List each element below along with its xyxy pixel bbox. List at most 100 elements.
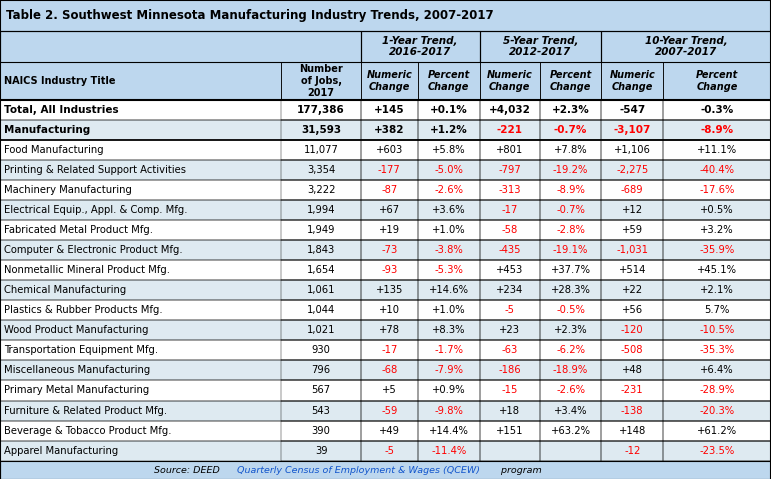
Bar — [601, 441, 663, 461]
Text: Apparel Manufacturing: Apparel Manufacturing — [4, 445, 118, 456]
Bar — [601, 200, 663, 220]
Text: Electrical Equip., Appl. & Comp. Mfg.: Electrical Equip., Appl. & Comp. Mfg. — [4, 205, 187, 215]
Bar — [663, 320, 771, 341]
Bar — [480, 62, 540, 100]
Text: -1.7%: -1.7% — [434, 345, 463, 355]
Bar — [663, 341, 771, 361]
Text: +2.3%: +2.3% — [554, 325, 588, 335]
Bar — [418, 300, 480, 320]
Text: Total, All Industries: Total, All Industries — [4, 105, 119, 115]
Bar — [281, 220, 361, 240]
Text: +45.1%: +45.1% — [697, 265, 737, 275]
Text: -797: -797 — [498, 165, 521, 175]
Bar — [601, 380, 663, 400]
Text: -40.4%: -40.4% — [699, 165, 735, 175]
Bar — [281, 341, 361, 361]
Bar — [281, 62, 361, 100]
Bar — [663, 140, 771, 160]
Bar — [0, 100, 771, 120]
Bar — [361, 120, 418, 140]
Bar — [0, 341, 771, 361]
Text: 5-Year Trend,
2012-2017: 5-Year Trend, 2012-2017 — [503, 36, 578, 57]
Bar — [0, 140, 771, 160]
Bar — [540, 240, 601, 260]
Bar — [663, 441, 771, 461]
Bar — [418, 320, 480, 341]
Text: -73: -73 — [381, 245, 398, 255]
Bar — [0, 120, 771, 140]
Text: +22: +22 — [621, 285, 643, 296]
Bar — [480, 140, 540, 160]
Bar — [418, 140, 480, 160]
Bar — [418, 200, 480, 220]
Bar — [361, 341, 418, 361]
Text: +2.3%: +2.3% — [552, 105, 589, 115]
Bar — [480, 421, 540, 441]
Bar — [361, 180, 418, 200]
Text: +12: +12 — [621, 205, 643, 215]
Bar — [0, 260, 771, 280]
Text: Wood Product Manufacturing: Wood Product Manufacturing — [4, 325, 148, 335]
Bar — [0, 280, 771, 300]
Text: +453: +453 — [496, 265, 524, 275]
Bar — [418, 240, 480, 260]
Text: -59: -59 — [381, 406, 398, 415]
Bar — [281, 441, 361, 461]
Bar — [540, 341, 601, 361]
Text: 930: 930 — [311, 345, 331, 355]
Bar — [540, 100, 601, 120]
Text: 1,044: 1,044 — [307, 306, 335, 315]
Bar — [281, 400, 361, 421]
Text: +148: +148 — [618, 425, 646, 435]
Bar — [540, 62, 601, 100]
Text: -9.8%: -9.8% — [434, 406, 463, 415]
Text: 39: 39 — [315, 445, 328, 456]
Bar — [361, 240, 418, 260]
Bar — [418, 380, 480, 400]
Bar — [0, 62, 771, 100]
Text: 796: 796 — [311, 365, 331, 376]
Bar — [480, 240, 540, 260]
Text: Chemical Manufacturing: Chemical Manufacturing — [4, 285, 126, 296]
Bar — [0, 180, 771, 200]
Bar — [601, 62, 663, 100]
Bar — [663, 300, 771, 320]
Text: +3.6%: +3.6% — [432, 205, 466, 215]
Text: 5.7%: 5.7% — [705, 306, 729, 315]
Bar — [361, 400, 418, 421]
Bar — [480, 260, 540, 280]
Text: -2,275: -2,275 — [616, 165, 648, 175]
Text: Numeric
Change: Numeric Change — [609, 70, 655, 92]
Bar — [281, 200, 361, 220]
Text: +0.9%: +0.9% — [432, 386, 466, 396]
Text: -1,031: -1,031 — [616, 245, 648, 255]
Bar — [663, 180, 771, 200]
Text: +382: +382 — [374, 125, 405, 135]
Text: -12: -12 — [624, 445, 641, 456]
Bar — [418, 421, 480, 441]
Text: +6.4%: +6.4% — [700, 365, 734, 376]
Text: +10: +10 — [379, 306, 400, 315]
Bar — [663, 380, 771, 400]
Text: 177,386: 177,386 — [298, 105, 345, 115]
Text: -508: -508 — [621, 345, 644, 355]
Bar — [361, 421, 418, 441]
Text: -87: -87 — [381, 185, 398, 195]
Bar — [663, 200, 771, 220]
Text: Source: DEED: Source: DEED — [154, 466, 226, 475]
Text: +19: +19 — [379, 225, 400, 235]
Bar — [0, 220, 771, 240]
Bar — [0, 31, 771, 62]
Text: 1,021: 1,021 — [307, 325, 335, 335]
Bar — [480, 380, 540, 400]
Text: Food Manufacturing: Food Manufacturing — [4, 145, 103, 155]
Text: Manufacturing: Manufacturing — [4, 125, 90, 135]
Text: -93: -93 — [381, 265, 398, 275]
Text: +603: +603 — [375, 145, 403, 155]
Bar — [601, 400, 663, 421]
Bar — [480, 120, 540, 140]
Text: Nonmetallic Mineral Product Mfg.: Nonmetallic Mineral Product Mfg. — [4, 265, 170, 275]
Bar — [601, 100, 663, 120]
Text: -177: -177 — [378, 165, 401, 175]
Text: -5.3%: -5.3% — [434, 265, 463, 275]
